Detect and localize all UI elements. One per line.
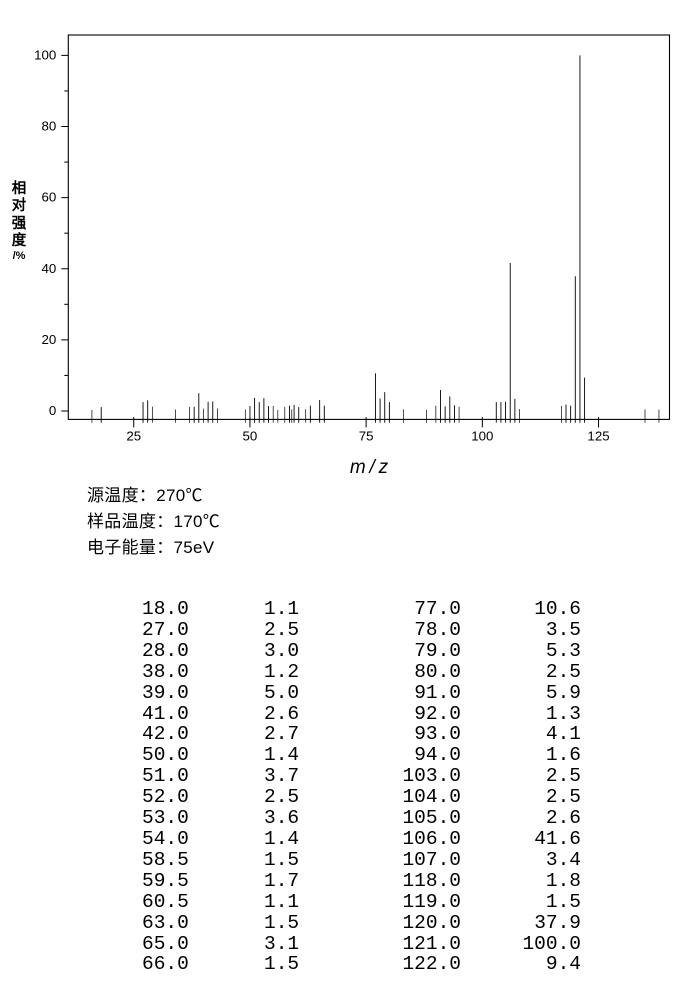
svg-text:125: 125 (587, 428, 609, 443)
svg-text:75: 75 (359, 428, 374, 443)
svg-text:80: 80 (42, 119, 57, 134)
svg-text:100: 100 (471, 428, 493, 443)
svg-text:60: 60 (42, 190, 57, 205)
svg-text:20: 20 (42, 332, 57, 347)
svg-text:0: 0 (49, 403, 56, 418)
svg-text:100: 100 (34, 47, 56, 62)
svg-text:50: 50 (243, 428, 258, 443)
svg-text:40: 40 (42, 261, 57, 276)
svg-text:25: 25 (126, 428, 141, 443)
